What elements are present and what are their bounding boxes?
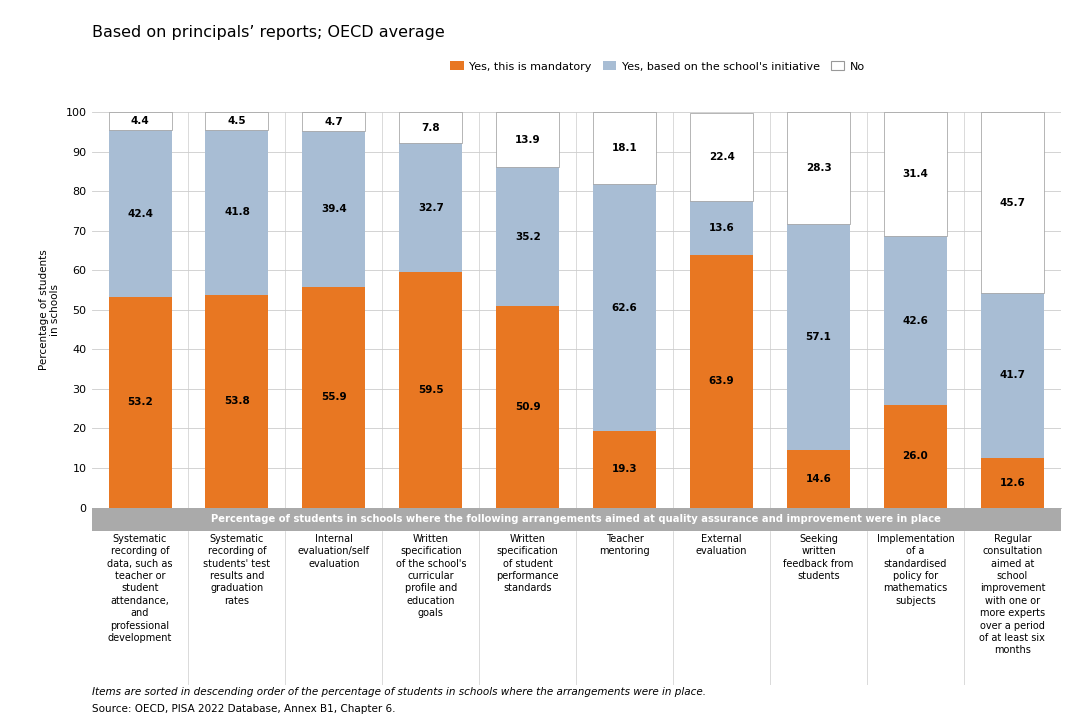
Bar — [109, 112, 171, 130]
Legend: Yes, this is mandatory, Yes, based on the school's initiative, No: Yes, this is mandatory, Yes, based on th… — [446, 57, 869, 76]
Text: 59.5: 59.5 — [418, 385, 444, 395]
Bar — [690, 255, 753, 508]
Bar — [303, 131, 365, 286]
Text: 18.1: 18.1 — [612, 143, 638, 153]
Bar — [206, 130, 268, 295]
Text: Systematic
recording of
data, such as
teacher or
student
attendance,
and
profess: Systematic recording of data, such as te… — [108, 534, 172, 643]
Text: Items are sorted in descending order of the percentage of students in schools wh: Items are sorted in descending order of … — [92, 687, 705, 697]
Text: Regular
consultation
aimed at
school
improvement
with one or
more experts
over a: Regular consultation aimed at school imp… — [979, 534, 1046, 655]
Text: 41.8: 41.8 — [224, 207, 250, 218]
Y-axis label: Percentage of students
in schools: Percentage of students in schools — [39, 249, 60, 370]
Bar — [206, 295, 268, 508]
Bar — [981, 112, 1044, 293]
Text: Systematic
recording of
students' test
results and
graduation
rates: Systematic recording of students' test r… — [204, 534, 270, 606]
Text: 42.6: 42.6 — [903, 315, 928, 326]
Text: 7.8: 7.8 — [421, 123, 440, 133]
Bar — [787, 224, 850, 450]
Bar — [303, 112, 365, 131]
Bar — [400, 273, 462, 508]
Text: 57.1: 57.1 — [806, 332, 831, 342]
Text: 35.2: 35.2 — [515, 232, 541, 242]
Bar — [690, 202, 753, 255]
Text: Written
specification
of the school's
curricular
profile and
education
goals: Written specification of the school's cu… — [395, 534, 466, 618]
Bar — [303, 286, 365, 507]
Text: 32.7: 32.7 — [418, 203, 444, 213]
Text: 55.9: 55.9 — [321, 392, 347, 402]
Text: 4.7: 4.7 — [324, 117, 344, 127]
Text: 22.4: 22.4 — [709, 152, 735, 162]
Text: 45.7: 45.7 — [999, 198, 1025, 207]
Text: Teacher
mentoring: Teacher mentoring — [599, 534, 651, 556]
Text: 14.6: 14.6 — [806, 473, 831, 484]
Bar — [593, 431, 656, 508]
Text: Internal
evaluation/self
evaluation: Internal evaluation/self evaluation — [298, 534, 369, 568]
Text: 4.5: 4.5 — [227, 116, 247, 126]
Bar — [787, 112, 850, 224]
Text: Percentage of students in schools where the following arrangements aimed at qual: Percentage of students in schools where … — [211, 514, 941, 524]
Bar — [884, 236, 947, 405]
Bar — [400, 112, 462, 144]
Text: 39.4: 39.4 — [321, 204, 347, 214]
Bar — [496, 307, 559, 508]
Bar — [593, 112, 656, 184]
Text: 28.3: 28.3 — [806, 163, 831, 173]
Text: 42.4: 42.4 — [127, 209, 153, 218]
Text: 13.9: 13.9 — [515, 135, 541, 145]
Bar — [884, 112, 947, 236]
Bar — [109, 130, 171, 297]
Text: 19.3: 19.3 — [612, 465, 638, 474]
Text: 53.2: 53.2 — [127, 397, 153, 407]
Text: 31.4: 31.4 — [903, 170, 928, 179]
Bar — [496, 112, 559, 167]
Text: 41.7: 41.7 — [999, 370, 1025, 381]
Bar — [690, 113, 753, 202]
Bar — [787, 450, 850, 508]
Text: 26.0: 26.0 — [903, 451, 928, 461]
Text: 62.6: 62.6 — [612, 302, 638, 312]
Text: Source: OECD, PISA 2022 Database, Annex B1, Chapter 6.: Source: OECD, PISA 2022 Database, Annex … — [92, 704, 395, 714]
Bar — [981, 293, 1044, 457]
Text: Implementation
of a
standardised
policy for
mathematics
subjects: Implementation of a standardised policy … — [877, 534, 954, 606]
Text: External
evaluation: External evaluation — [696, 534, 747, 556]
Text: Written
specification
of student
performance
standards: Written specification of student perform… — [496, 534, 559, 593]
Bar — [400, 144, 462, 273]
Bar — [109, 297, 171, 508]
Text: 13.6: 13.6 — [709, 223, 735, 233]
Text: 63.9: 63.9 — [709, 376, 735, 386]
Text: 53.8: 53.8 — [224, 396, 250, 406]
Bar — [206, 112, 268, 130]
Bar — [981, 457, 1044, 508]
Bar — [496, 167, 559, 307]
Text: Seeking
written
feedback from
students: Seeking written feedback from students — [783, 534, 854, 581]
Text: 50.9: 50.9 — [515, 402, 541, 412]
Text: Based on principals’ reports; OECD average: Based on principals’ reports; OECD avera… — [92, 25, 445, 41]
Bar — [884, 405, 947, 507]
Text: 12.6: 12.6 — [999, 478, 1025, 488]
Bar — [593, 184, 656, 431]
Text: 4.4: 4.4 — [130, 116, 150, 126]
